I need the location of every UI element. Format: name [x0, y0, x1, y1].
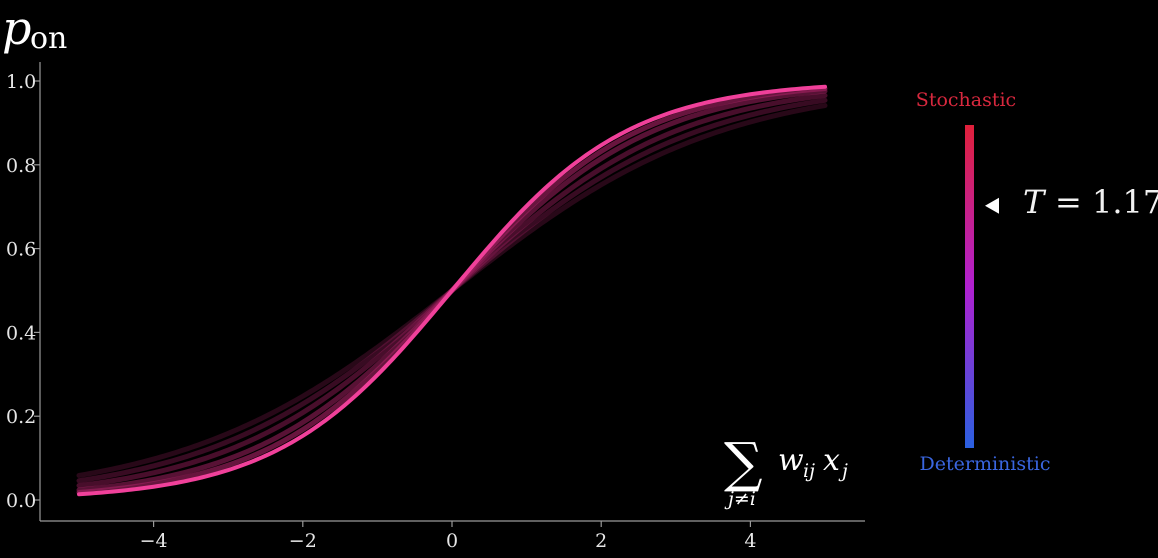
- x-tick-label: −2: [289, 530, 317, 552]
- temperature-value: 1.17: [1092, 183, 1158, 221]
- x-label-w-subscript: ij: [803, 460, 815, 482]
- y-tick-label: 0.8: [6, 155, 36, 177]
- y-tick-label: 1.0: [6, 71, 36, 93]
- sigmoid-curves: [76, 84, 828, 497]
- y-tick-label: 0.2: [6, 406, 36, 428]
- x-tick-label: −4: [140, 530, 168, 552]
- x-label-w: w: [778, 443, 804, 478]
- y-ticks: 0.0 0.2 0.4 0.6 0.8 1.0: [6, 71, 40, 512]
- y-tick-label: 0.0: [6, 490, 36, 512]
- y-label-sub: on: [30, 21, 67, 56]
- temperature-equals: =: [1055, 183, 1082, 221]
- x-tick-label: 2: [595, 530, 607, 552]
- colorbar-bottom-label: Deterministic: [920, 453, 1051, 475]
- x-axis-label: ∑ j≠i w ij x j: [724, 431, 848, 510]
- temperature-readout: T = 1.17: [1023, 183, 1158, 221]
- colorbar-top-label: Stochastic: [916, 89, 1016, 111]
- y-axis-label: p on: [2, 1, 67, 56]
- x-label-sum-symbol: ∑: [724, 431, 763, 494]
- y-label-main: p: [2, 1, 31, 55]
- temperature-marker: [985, 197, 999, 214]
- x-label-x-subscript: j: [838, 460, 848, 482]
- x-label-sum-subscript: j≠i: [724, 488, 756, 510]
- x-ticks: −4 −2 0 2 4: [140, 521, 756, 552]
- x-label-x: x: [823, 443, 840, 478]
- current-sigmoid-curve: [77, 84, 827, 497]
- x-tick-label: 4: [744, 530, 756, 552]
- y-tick-label: 0.4: [6, 322, 36, 344]
- x-tick-label: 0: [446, 530, 458, 552]
- y-tick-label: 0.6: [6, 239, 36, 261]
- temperature-colorbar: [965, 125, 974, 448]
- temperature-symbol: T: [1023, 183, 1047, 221]
